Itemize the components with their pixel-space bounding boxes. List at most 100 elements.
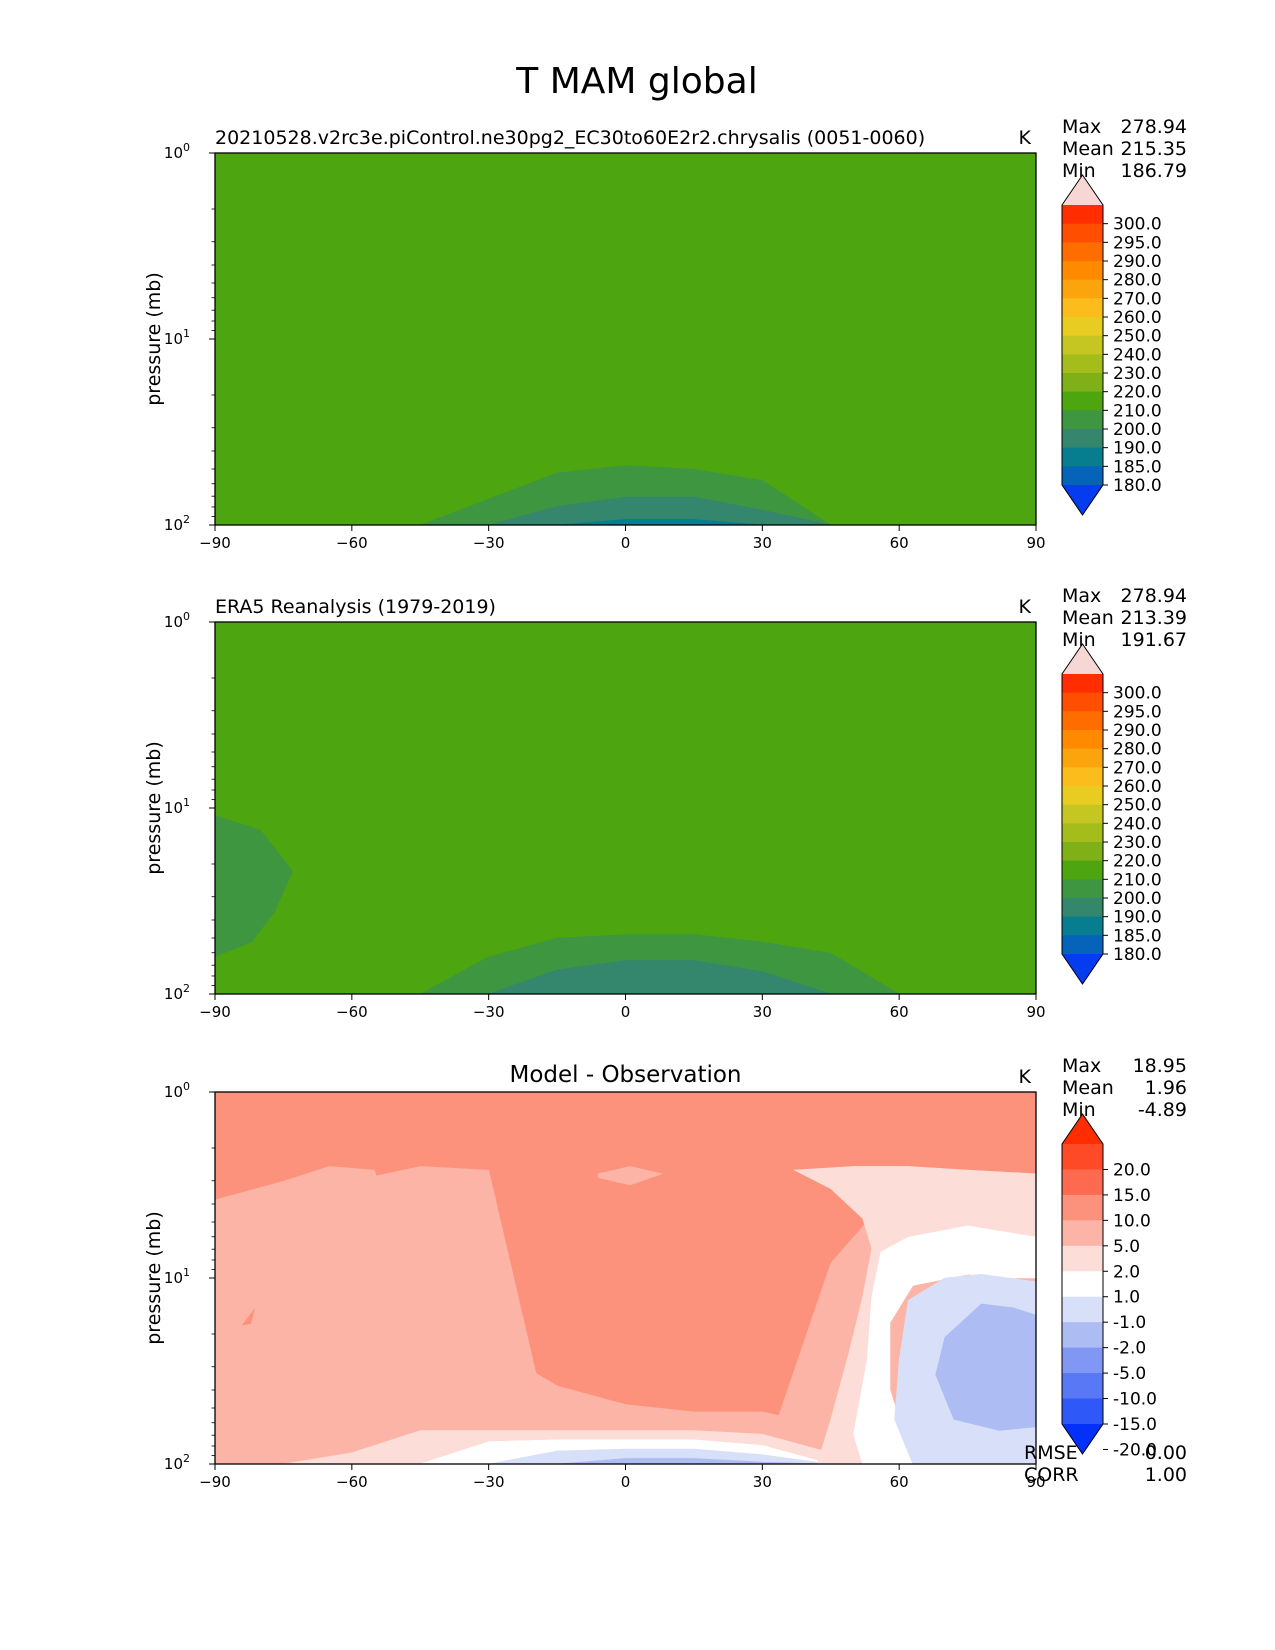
colorbar-segment: [1062, 1271, 1103, 1298]
contour-field: [215, 622, 1036, 994]
contour-band-190-200: [215, 960, 1036, 994]
colorbar-tick-label: 250.0: [1113, 796, 1162, 816]
colorbar-extend-max: [1062, 644, 1103, 674]
colorbar-segment: [1062, 1194, 1103, 1221]
contour-field: [215, 1092, 1036, 1464]
colorbar-tick-label: 290.0: [1113, 252, 1162, 272]
contour-band--2--1: [215, 1448, 1036, 1464]
contour-patch--5--2: [935, 1303, 1036, 1431]
y-tick-exponent: 0: [183, 610, 190, 623]
x-tick-label: 90: [1026, 1003, 1045, 1021]
y-tick-exponent: 1: [183, 796, 190, 809]
stat-value-max: 278.94: [1121, 116, 1187, 138]
stat-label-mean: Mean: [1062, 138, 1114, 160]
colorbar-segment: [1062, 1296, 1103, 1323]
metric-value-rmse: 0.00: [1145, 1442, 1187, 1464]
y-axis-label: pressure (mb): [143, 272, 165, 406]
stat-value-mean: 1.96: [1145, 1077, 1187, 1099]
colorbar-segment: [1062, 466, 1103, 486]
colorbar-tick-label: 5.0: [1113, 1237, 1140, 1257]
colorbar-tick-label: 240.0: [1113, 814, 1162, 834]
stat-value-mean: 215.35: [1121, 138, 1187, 160]
colorbar-segment: [1062, 711, 1103, 731]
contour-band-200-210: [215, 465, 1036, 525]
stat-label-max: Max: [1062, 585, 1101, 607]
colorbar-segment: [1062, 298, 1103, 318]
x-tick-label: 60: [890, 534, 909, 552]
colorbar-tick-label: -2.0: [1113, 1339, 1146, 1359]
units-label: K: [1019, 127, 1032, 149]
stat-value-min: -4.89: [1138, 1099, 1187, 1121]
x-tick-label: 0: [621, 1003, 631, 1021]
colorbar-segment: [1062, 242, 1103, 262]
colorbar-segment: [1062, 205, 1103, 225]
x-tick-label: −90: [199, 1473, 231, 1491]
colorbar-extend-max: [1062, 1114, 1103, 1144]
colorbar-tick-label: 185.0: [1113, 926, 1162, 946]
colorbar-segment: [1062, 410, 1103, 430]
colorbar-segment: [1062, 335, 1103, 355]
colorbar: 300.0295.0290.0280.0270.0260.0250.0240.0…: [1061, 174, 1162, 516]
colorbar-segment: [1062, 1245, 1103, 1272]
x-tick-label: 30: [753, 1473, 772, 1491]
colorbar-segment: [1062, 1144, 1103, 1171]
x-tick-label: 90: [1026, 534, 1045, 552]
y-tick-label: 101: [164, 327, 190, 348]
x-tick-label: −60: [336, 1473, 368, 1491]
colorbar-tick-label: 20.0: [1113, 1160, 1151, 1180]
colorbar-tick-label: 250.0: [1113, 327, 1162, 347]
contour-patch-2-5: [215, 1166, 412, 1361]
x-tick-label: 30: [753, 1003, 772, 1021]
colorbar-segment: [1062, 898, 1103, 918]
y-tick-exponent: 2: [183, 513, 190, 526]
panel-title: ERA5 Reanalysis (1979-2019): [215, 596, 496, 618]
colorbar-tick-label: 260.0: [1113, 308, 1162, 328]
colorbar-tick-label: 300.0: [1113, 215, 1162, 235]
colorbar-tick-label: 280.0: [1113, 740, 1162, 760]
colorbar-segment: [1062, 223, 1103, 243]
contour-patch-2-5: [597, 1166, 664, 1186]
contour-band--5--2: [215, 1458, 1036, 1464]
colorbar-tick-label: 270.0: [1113, 758, 1162, 778]
metric-label-rmse: RMSE: [1024, 1442, 1078, 1464]
x-tick-label: 60: [890, 1473, 909, 1491]
colorbar-tick-label: 295.0: [1113, 702, 1162, 722]
x-tick-label: −30: [473, 534, 505, 552]
colorbar-tick-label: 230.0: [1113, 364, 1162, 384]
colorbar-segment: [1062, 692, 1103, 712]
y-tick-label: 100: [164, 141, 190, 162]
colorbar-segment: [1062, 279, 1103, 299]
contour-band-210-220: [215, 622, 1036, 994]
colorbar-segment: [1062, 935, 1103, 955]
colorbar-tick-label: 180.0: [1113, 945, 1162, 965]
colorbar-tick-label: -1.0: [1113, 1313, 1146, 1333]
colorbar-extend-min: [1062, 1424, 1103, 1454]
x-tick-label: −90: [199, 534, 231, 552]
colorbar-tick-label: 2.0: [1113, 1262, 1140, 1282]
y-tick-exponent: 1: [183, 327, 190, 340]
contour-band-190-200: [215, 496, 1036, 525]
colorbar-segment: [1062, 1322, 1103, 1349]
stat-label-min: Min: [1062, 629, 1096, 651]
colorbar-tick-label: 15.0: [1113, 1186, 1151, 1206]
x-tick-label: −60: [336, 534, 368, 552]
panel-title: 20210528.v2rc3e.piControl.ne30pg2_EC30to…: [215, 127, 925, 149]
colorbar-segment: [1062, 1220, 1103, 1247]
colorbar-segment: [1062, 429, 1103, 449]
colorbar-segment: [1062, 261, 1103, 281]
stat-value-mean: 213.39: [1121, 607, 1187, 629]
x-tick-label: 60: [890, 1003, 909, 1021]
colorbar-tick-label: 200.0: [1113, 420, 1162, 440]
contour-field: [215, 153, 1036, 525]
y-axis-label: pressure (mb): [143, 741, 165, 875]
colorbar-tick-label: 220.0: [1113, 383, 1162, 403]
colorbar-segment: [1062, 1373, 1103, 1400]
colorbar-tick-label: 210.0: [1113, 870, 1162, 890]
stat-label-max: Max: [1062, 1055, 1101, 1077]
x-tick-label: 0: [621, 534, 631, 552]
contour-band-2-5-lower: [215, 1311, 1036, 1464]
y-tick-exponent: 0: [183, 141, 190, 154]
